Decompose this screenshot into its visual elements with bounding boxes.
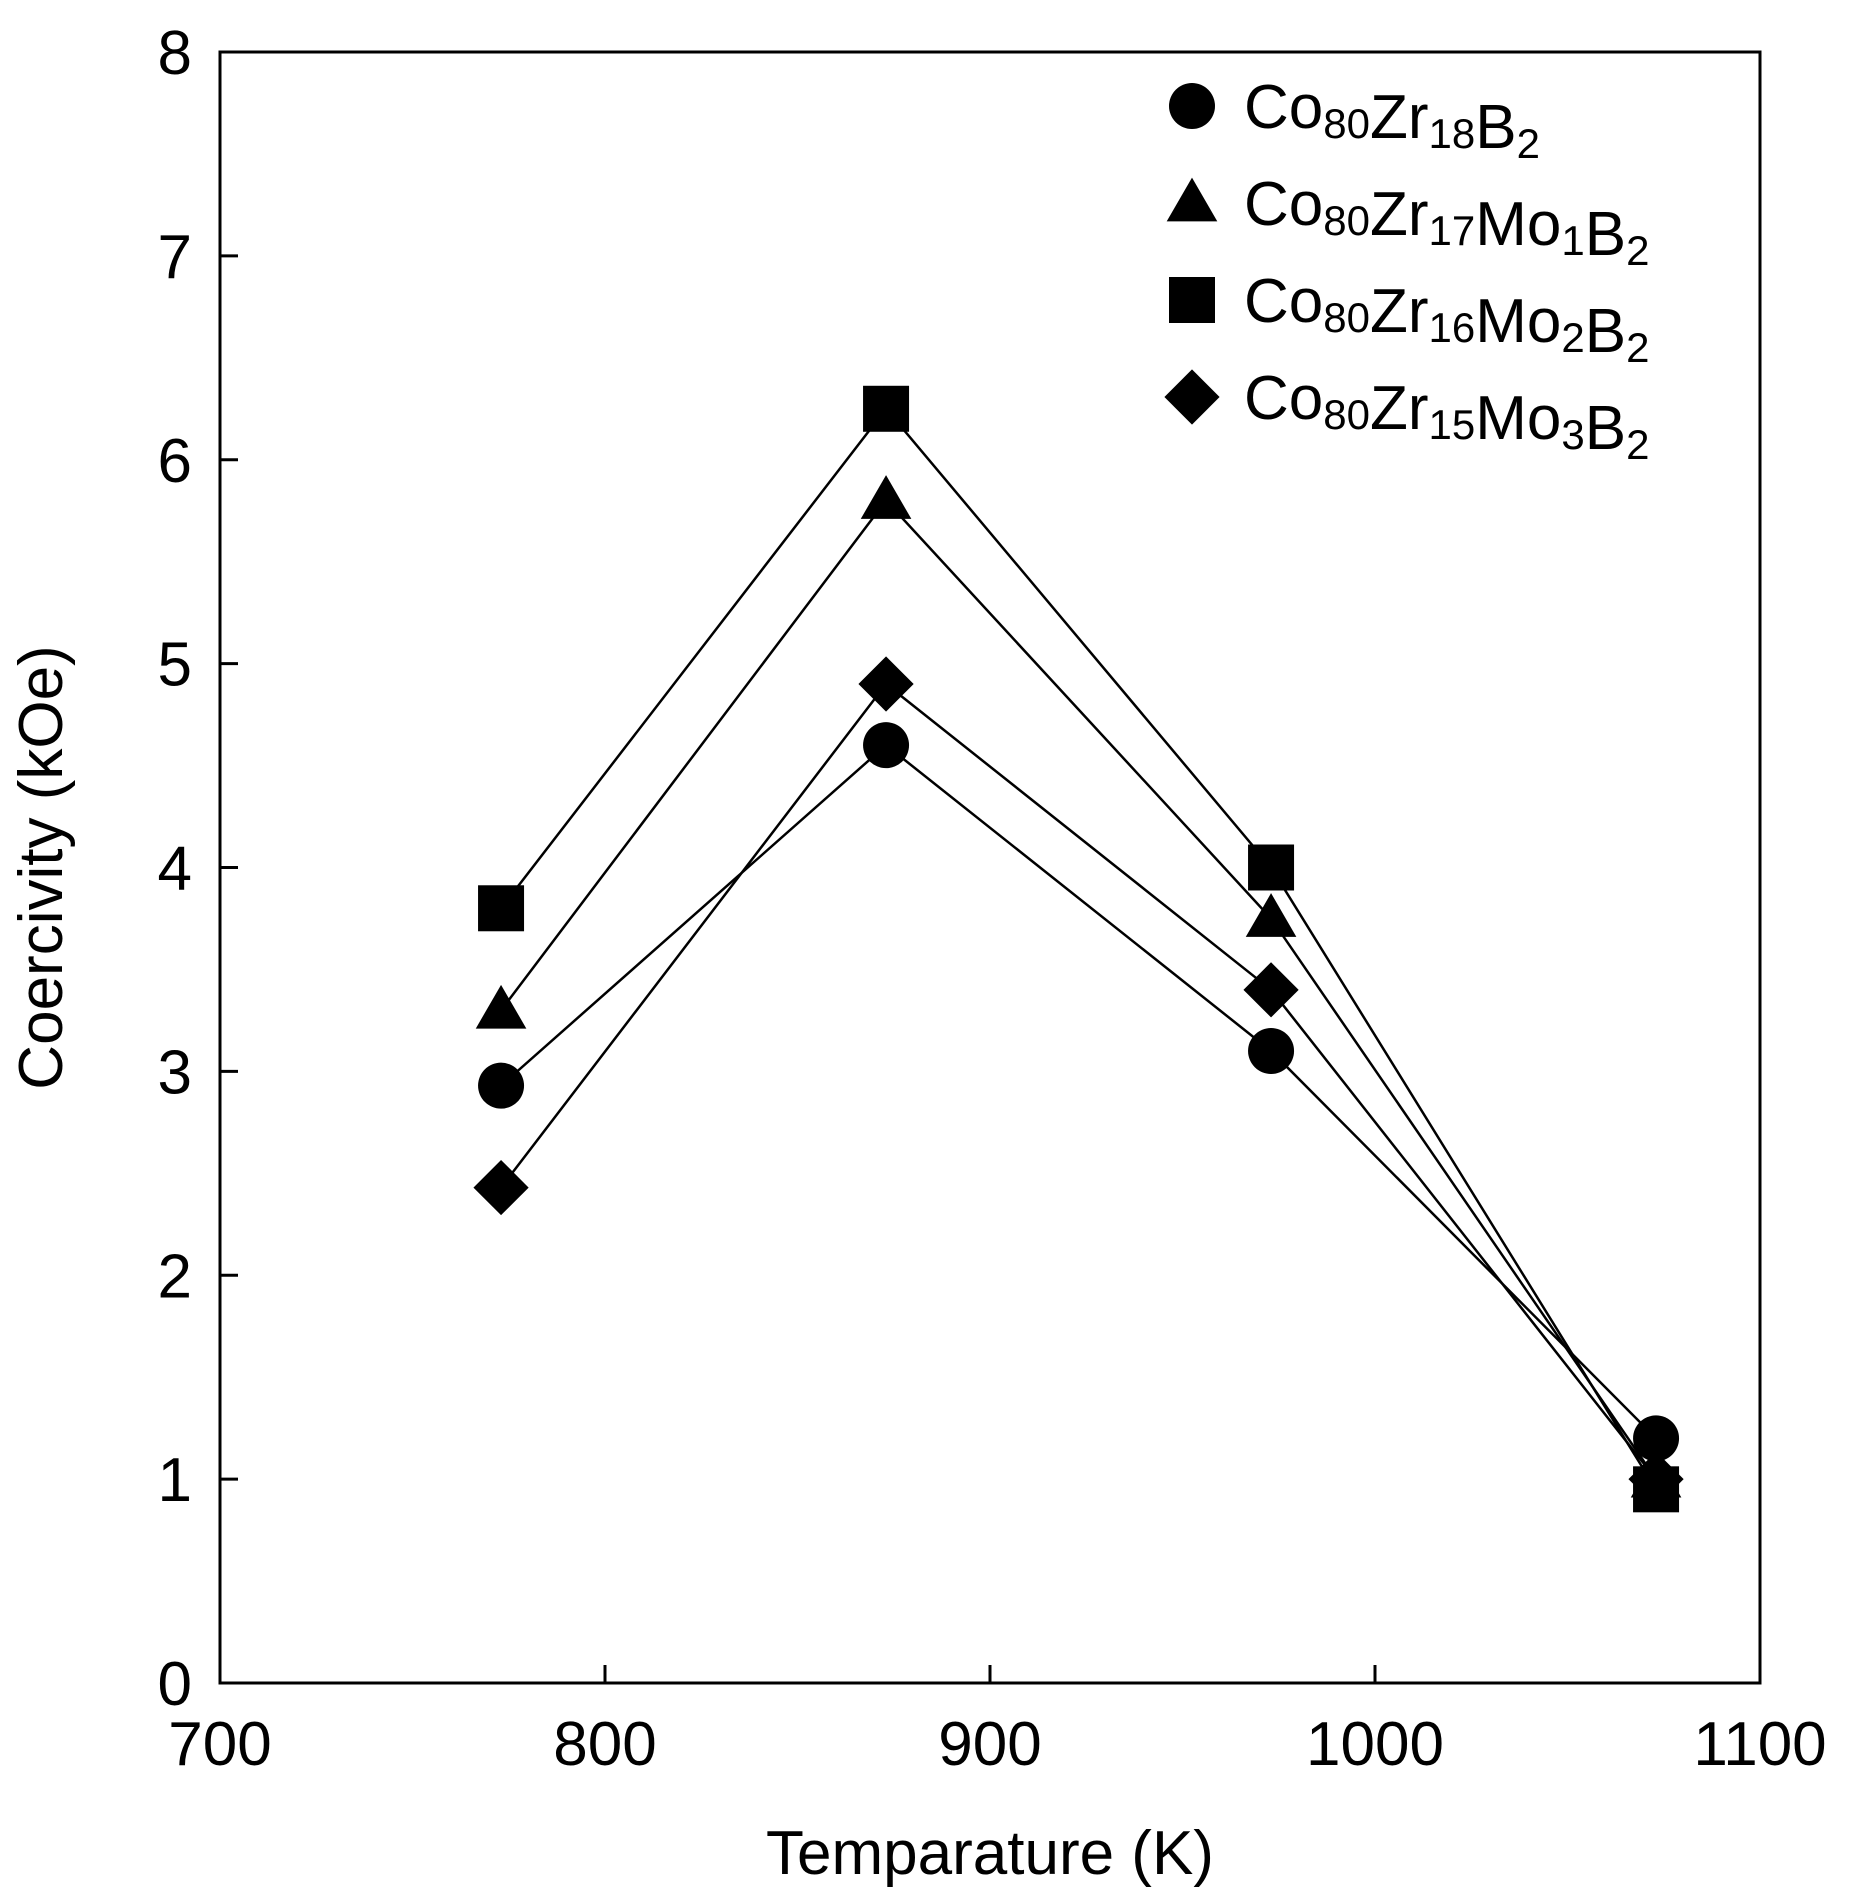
legend-item: Co80Zr16Mo2B2	[1169, 267, 1649, 371]
data-point-square	[1248, 844, 1295, 891]
legend: Co80Zr18B2Co80Zr17Mo1B2Co80Zr16Mo2B2Co80…	[1164, 73, 1649, 468]
x-axis-title: Temparature (K)	[766, 1819, 1214, 1888]
legend-marker-square	[1169, 277, 1215, 323]
legend-label: Co80Zr18B2	[1244, 73, 1540, 167]
data-point-triangle	[1245, 893, 1297, 937]
y-tick-label: 2	[158, 1242, 192, 1311]
y-tick-label: 6	[158, 427, 192, 496]
y-tick-label: 5	[158, 631, 192, 700]
data-point-diamond	[1628, 1451, 1684, 1507]
legend-label: Co80Zr17Mo1B2	[1244, 170, 1649, 274]
data-point-triangle	[475, 984, 527, 1029]
data-point-circle	[478, 1062, 525, 1109]
data-point-diamond	[473, 1159, 529, 1216]
legend-marker-diamond	[1164, 369, 1220, 425]
legend-item: Co80Zr18B2	[1169, 73, 1540, 167]
y-tick-label: 3	[158, 1038, 192, 1107]
y-tick-label: 8	[158, 19, 192, 88]
x-tick-label: 1100	[1693, 1710, 1826, 1779]
data-point-diamond	[1243, 962, 1299, 1018]
series-line-triangle	[500, 498, 1658, 1480]
series-line-square	[500, 406, 1658, 1490]
data-point-square	[863, 385, 910, 432]
legend-item: Co80Zr17Mo1B2	[1166, 170, 1649, 274]
x-tick-label: 1000	[1306, 1710, 1444, 1779]
x-tick-label: 700	[168, 1710, 271, 1779]
series-line-diamond	[500, 682, 1658, 1480]
data-point-circle	[1633, 1415, 1680, 1462]
data-point-circle	[1248, 1027, 1295, 1074]
x-tick-label: 900	[938, 1710, 1041, 1779]
data-point-diamond	[858, 656, 914, 712]
legend-marker-triangle	[1166, 177, 1218, 222]
legend-item: Co80Zr15Mo3B2	[1164, 364, 1649, 468]
y-tick-label: 0	[158, 1650, 192, 1719]
x-tick-label: 800	[553, 1710, 656, 1779]
data-point-square	[478, 885, 525, 932]
series-lines	[500, 406, 1658, 1490]
y-axis-title: Coercivity (kOe)	[7, 645, 76, 1089]
series-markers	[473, 385, 1684, 1513]
legend-label: Co80Zr16Mo2B2	[1244, 267, 1649, 371]
legend-label: Co80Zr15Mo3B2	[1244, 364, 1649, 468]
data-point-circle	[863, 722, 910, 769]
series-line-circle	[500, 743, 1657, 1440]
y-tick-label: 7	[158, 223, 192, 292]
x-axis: 700 800 900 1000 1100	[168, 1665, 1827, 1779]
y-tick-label: 4	[158, 835, 192, 904]
legend-marker-circle	[1169, 83, 1215, 129]
y-axis: 0 1 2 3 4 5 6 7 8	[158, 19, 238, 1719]
data-point-triangle	[860, 475, 912, 519]
y-tick-label: 1	[158, 1446, 192, 1515]
